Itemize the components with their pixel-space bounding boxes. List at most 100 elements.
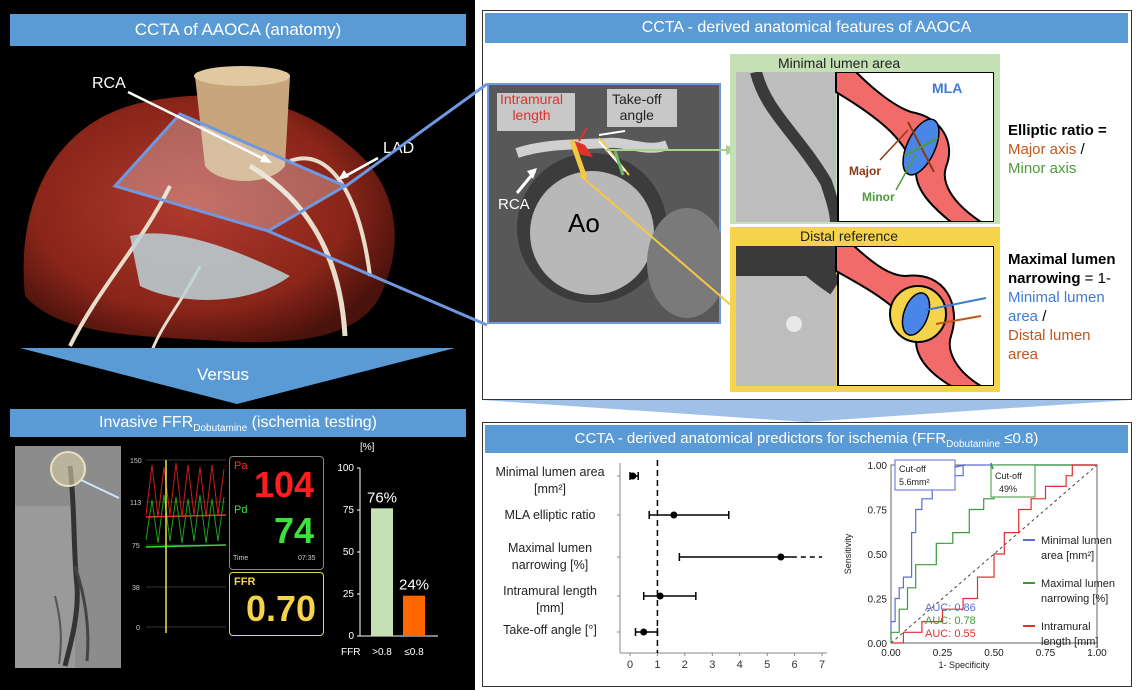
bar-low-ffr bbox=[403, 595, 425, 636]
narrowing-text: Maximal lumen narrowing = 1- Minimal lum… bbox=[1008, 250, 1116, 364]
bar-high-ffr bbox=[371, 508, 393, 636]
mla-illustration bbox=[736, 72, 994, 222]
cutoff-blue-box bbox=[894, 459, 956, 491]
narrowing-num1: Minimal lumen bbox=[1008, 289, 1105, 306]
cutoff-green-line2: 49% bbox=[999, 484, 1017, 494]
bar-value-label: 24% bbox=[399, 577, 429, 594]
roc-auc-label: AUC: 0.78 bbox=[925, 615, 976, 627]
features-title: CCTA - derived anatomical features of AA… bbox=[485, 13, 1128, 43]
trace-tick-113: 113 bbox=[130, 500, 141, 507]
ffr-title-main: Invasive FFR bbox=[99, 414, 194, 431]
time-value: 07:35 bbox=[298, 555, 316, 562]
predictors-title-rest: ≤0.8) bbox=[1000, 430, 1039, 447]
forest-tick-label: 4 bbox=[737, 659, 743, 671]
ct-ao-label: Ao bbox=[568, 208, 600, 238]
roc-x-tick: 0.25 bbox=[933, 648, 953, 659]
forest-plot: 0 1 2 3 4 5 6 7 bbox=[617, 460, 827, 671]
pa-label: Pa bbox=[234, 460, 248, 472]
angiogram-image bbox=[15, 446, 121, 668]
forest-tick-label: 1 bbox=[654, 659, 660, 671]
trace-tick-150: 150 bbox=[130, 458, 142, 465]
pa-value: 104 bbox=[254, 464, 315, 505]
forest-point-estimate bbox=[629, 472, 637, 480]
pressure-trace-plot: 150 113 75 38 0 bbox=[128, 455, 226, 635]
narrowing-num2: area bbox=[1008, 308, 1039, 325]
narrowing-slash: / bbox=[1038, 308, 1047, 325]
roc-legend-label: length [mm] bbox=[1041, 636, 1098, 648]
roc-legend-label: Maximal lumen bbox=[1041, 578, 1115, 590]
ct-rca-label: RCA bbox=[498, 196, 530, 213]
predictors-title: CCTA - derived anatomical predictors for… bbox=[485, 425, 1128, 453]
forest-row-label: Minimal lumen area [mm²] bbox=[495, 465, 605, 496]
elliptic-den: Minor axis bbox=[1008, 160, 1077, 177]
predictors-title-main: CCTA - derived anatomical predictors for… bbox=[574, 430, 947, 447]
roc-y-tick: 0.75 bbox=[868, 506, 888, 517]
forest-tick-label: 3 bbox=[709, 659, 715, 671]
roc-y-tick: 1.00 bbox=[868, 461, 888, 472]
takeoff-label: Take-off angle bbox=[612, 91, 662, 123]
takeoff-text: Take-off angle bbox=[612, 91, 662, 123]
roc-y-title: Sensitivity bbox=[843, 533, 853, 574]
forest-point-estimate bbox=[670, 511, 678, 519]
intramural-label: Intramural length bbox=[500, 91, 563, 123]
pressure-readout-box bbox=[229, 456, 324, 570]
forest-point-estimate bbox=[656, 592, 664, 600]
roc-auc-label: AUC: 0.86 bbox=[925, 602, 976, 614]
ffr-title: Invasive FFRDobutamine (ischemia testing… bbox=[10, 409, 466, 437]
roc-legend-label: Intramural bbox=[1041, 621, 1091, 633]
forest-row-label: Maximal lumen narrowing [%] bbox=[507, 541, 593, 572]
forest-tick-label: 5 bbox=[764, 659, 770, 671]
roc-plot: 0.000.00 0.25 0.25 0.50 0.50 0.75 0.75 1.00 1.00… bbox=[843, 459, 1115, 670]
cutoff-blue-line2: 5.6mm² bbox=[899, 477, 930, 487]
forest-tick-label: 2 bbox=[682, 659, 688, 671]
bar-tick-label: 100 bbox=[337, 463, 354, 474]
forest-tick-label: 6 bbox=[792, 659, 798, 671]
cutoff-blue-line1: Cut-off bbox=[899, 464, 926, 474]
cutoff-green-line1: Cut-off bbox=[995, 471, 1022, 481]
bar-tick-label: 50 bbox=[343, 547, 355, 558]
mla-box-title: Minimal lumen area bbox=[778, 55, 901, 71]
roc-curve-intramural bbox=[891, 464, 1097, 644]
trace-tick-38: 38 bbox=[132, 585, 140, 592]
narrowing-title: Maximal lumen bbox=[1008, 251, 1116, 268]
roc-x-tick: 0.75 bbox=[1036, 648, 1056, 659]
versus-label: Versus bbox=[197, 365, 249, 384]
anatomy-illustration bbox=[20, 66, 455, 404]
intramural-text: Intramural length bbox=[500, 91, 564, 123]
forest-point-estimate bbox=[777, 553, 785, 561]
distal-illustration bbox=[736, 246, 994, 386]
predictors-title-sub: Dobutamine bbox=[946, 439, 1001, 450]
forest-row-label: MLA elliptic ratio bbox=[504, 508, 596, 522]
roc-x-tick: 1.00 bbox=[1087, 648, 1107, 659]
roc-auc-label: AUC: 0.55 bbox=[925, 628, 976, 640]
ffr-bar-chart: [%] 100 75 50 25 0 76% >0.8 24% ≤0.8 FFR bbox=[337, 442, 438, 658]
roc-y-tick: 0.50 bbox=[868, 550, 888, 561]
narrowing-eq: = 1- bbox=[1080, 270, 1111, 287]
pd-value: 74 bbox=[274, 510, 315, 551]
time-label: Time bbox=[233, 555, 249, 562]
forest-row-label: Intramural length [mm] bbox=[503, 584, 597, 615]
narrowing-den1: Distal lumen bbox=[1008, 327, 1091, 344]
forest-point-estimate bbox=[640, 628, 648, 636]
ffr-title-rest: (ischemia testing) bbox=[247, 414, 377, 431]
cutoff-green-box bbox=[990, 464, 1036, 498]
forest-tick-label: 0 bbox=[627, 659, 633, 671]
elliptic-num: Major axis bbox=[1008, 141, 1077, 158]
bar-x-title: FFR bbox=[341, 647, 360, 658]
elliptic-title: Elliptic ratio = bbox=[1008, 122, 1107, 139]
anatomy-title: CCTA of AAOCA (anatomy) bbox=[10, 14, 466, 46]
minor-label: Minor bbox=[862, 190, 895, 204]
trace-tick-75: 75 bbox=[132, 543, 140, 550]
bar-value-label: 76% bbox=[367, 489, 397, 506]
narrowing-title2: narrowing bbox=[1008, 270, 1081, 287]
ffr-value: 0.70 bbox=[246, 588, 317, 629]
ffr-title-sub: Dobutamine bbox=[193, 423, 248, 435]
roc-legend-label: area [mm²] bbox=[1041, 550, 1094, 562]
bar-tick-label: 0 bbox=[348, 631, 354, 642]
elliptic-formula: Major axis / Minor axis bbox=[1008, 140, 1085, 178]
pd-label: Pd bbox=[234, 504, 248, 516]
roc-legend-label: Minimal lumen bbox=[1041, 535, 1112, 547]
distal-box-title: Distal reference bbox=[800, 228, 899, 244]
ffr-readout-box bbox=[229, 572, 324, 636]
cutoff-green-arrow bbox=[990, 462, 994, 470]
